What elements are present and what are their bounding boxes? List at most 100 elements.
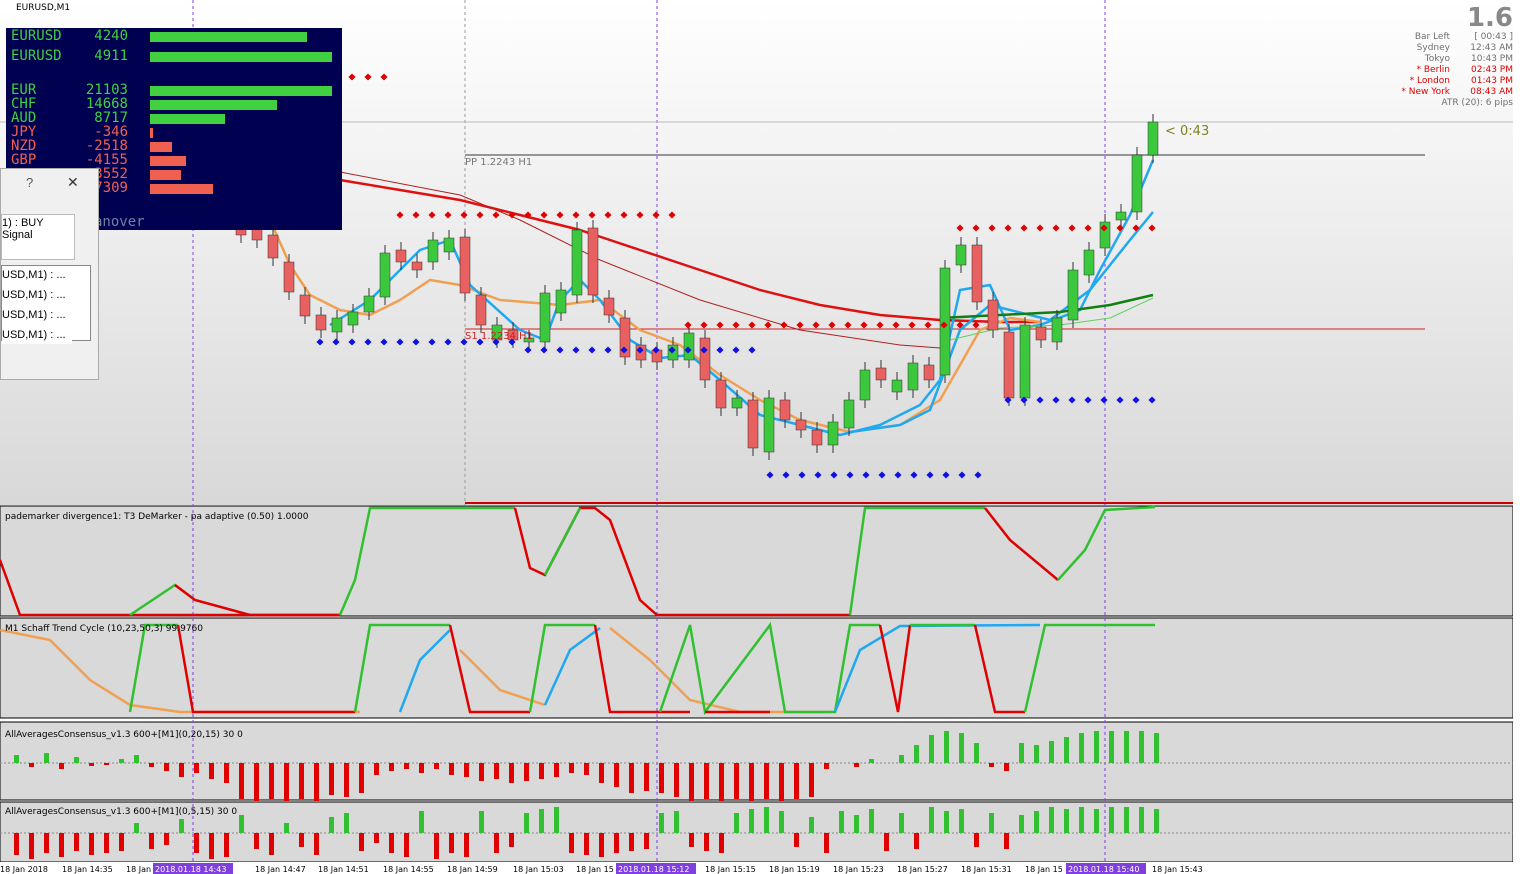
strength-bar: [150, 86, 332, 96]
strength-bar: [150, 100, 277, 110]
signal-list: USD,M1) : ... USD,M1) : ... USD,M1) : ... U…: [1, 265, 91, 344]
hist-bar: [1049, 807, 1054, 833]
hist-bar: [209, 763, 214, 779]
labels: < 0:43 PP 1.2243 H1 S1 1.2234 H1 pademar…: [5, 3, 1513, 817]
hist-bar: [749, 763, 754, 801]
candle-body: [571, 229, 583, 296]
hist-bar: [14, 755, 19, 763]
hist-bar: [959, 733, 964, 763]
signal-dot: [620, 346, 628, 354]
signal-dot: [508, 338, 516, 346]
hist-bar: [179, 763, 184, 777]
hist-bar: [899, 813, 904, 833]
strength-bar: [150, 156, 186, 166]
signal-dot: [940, 321, 948, 329]
signal-dot: [412, 338, 420, 346]
hist-bar: [149, 833, 154, 849]
hist-bar: [1034, 745, 1039, 763]
signal-dot: [380, 73, 388, 81]
clock-label: Bar Left: [1415, 32, 1451, 42]
signal-dot: [716, 346, 724, 354]
hist-bar: [854, 763, 859, 767]
hist-bar: [899, 755, 904, 763]
signal-dot: [844, 321, 852, 329]
signal-dot: [604, 211, 612, 219]
signal-dot: [972, 224, 980, 232]
hist-bar: [419, 811, 424, 833]
hist-bar: [644, 763, 649, 791]
strength-value: -346: [94, 124, 128, 140]
candle-body: [1099, 221, 1111, 249]
candle-body: [1083, 249, 1095, 276]
dialog: ? ✕ 1) : BUY Signal USD,M1) : ... USD,M1)…: [0, 168, 99, 380]
candle-body: [555, 289, 567, 314]
hist-bar: [164, 833, 169, 845]
signal-dot: [846, 471, 854, 479]
signal-dot: [942, 471, 950, 479]
candle-body: [1115, 211, 1127, 221]
hist-bar: [284, 763, 289, 801]
signal-dot: [524, 346, 532, 354]
hist-bar: [1139, 807, 1144, 833]
symbol: EURUSD: [11, 28, 62, 44]
signal-dot: [908, 321, 916, 329]
hist-bar: [164, 763, 169, 771]
hist-bar: [74, 757, 79, 763]
hist-bar: [839, 811, 844, 833]
hist-bar: [254, 833, 259, 849]
candle-body: [1019, 324, 1031, 399]
hist-bar: [1109, 731, 1114, 763]
time-label: 18 Jan 14:47: [255, 865, 306, 874]
time-label: 18 Jan 2018: [0, 865, 48, 874]
hist-bar: [1094, 731, 1099, 763]
hist-bar: [449, 833, 454, 853]
candle-body: [331, 317, 343, 333]
hist-bar: [194, 833, 199, 853]
signal-dot: [396, 338, 404, 346]
hist-bar: [104, 833, 109, 853]
hist-bar: [1004, 833, 1009, 849]
hist-bar: [344, 763, 349, 797]
time-label: 18 Jan 15:43: [1152, 865, 1203, 874]
demarker-lines: [0, 505, 1156, 617]
signal-dot: [958, 471, 966, 479]
hist-bar: [479, 763, 484, 781]
close-button[interactable]: ✕: [67, 174, 79, 190]
panel-footer: anover: [94, 214, 145, 230]
hist-bar: [749, 809, 754, 833]
signal-dot: [956, 224, 964, 232]
hist-bar: [989, 763, 994, 767]
candle-body: [827, 421, 839, 446]
hist-bar: [434, 833, 439, 859]
signal-dot: [492, 338, 500, 346]
price-axis: [1513, 0, 1526, 874]
signal-dot: [828, 321, 836, 329]
help-button[interactable]: ?: [26, 175, 34, 190]
hist-bar: [494, 833, 499, 853]
strength-bar: [150, 142, 172, 152]
hist-bar: [29, 763, 34, 767]
candle-body: [539, 292, 551, 343]
hist-bar: [1094, 809, 1099, 833]
signal-dot: [316, 338, 324, 346]
hist-bar: [779, 763, 784, 801]
hist-bar: [344, 813, 349, 833]
signal-dot: [924, 321, 932, 329]
hist-bar: [959, 809, 964, 833]
time-label: 18 Jan 14:35: [62, 865, 113, 874]
hist-bar: [269, 833, 274, 855]
hist-bar: [794, 833, 799, 847]
time-label: 18 Jan 15:19: [769, 865, 820, 874]
hist-bar: [179, 819, 184, 833]
hist-bar: [209, 833, 214, 859]
hist-bar: [539, 763, 544, 779]
signal-dot: [364, 338, 372, 346]
signal-dot: [444, 211, 452, 219]
candle-body: [1003, 331, 1015, 399]
signal-dot: [668, 346, 676, 354]
hist-bar: [1064, 809, 1069, 833]
clock-value: [ 00:43 ]: [1474, 32, 1513, 42]
time-label: 18 Jan 15:15: [705, 865, 756, 874]
hist-bar: [734, 763, 739, 799]
